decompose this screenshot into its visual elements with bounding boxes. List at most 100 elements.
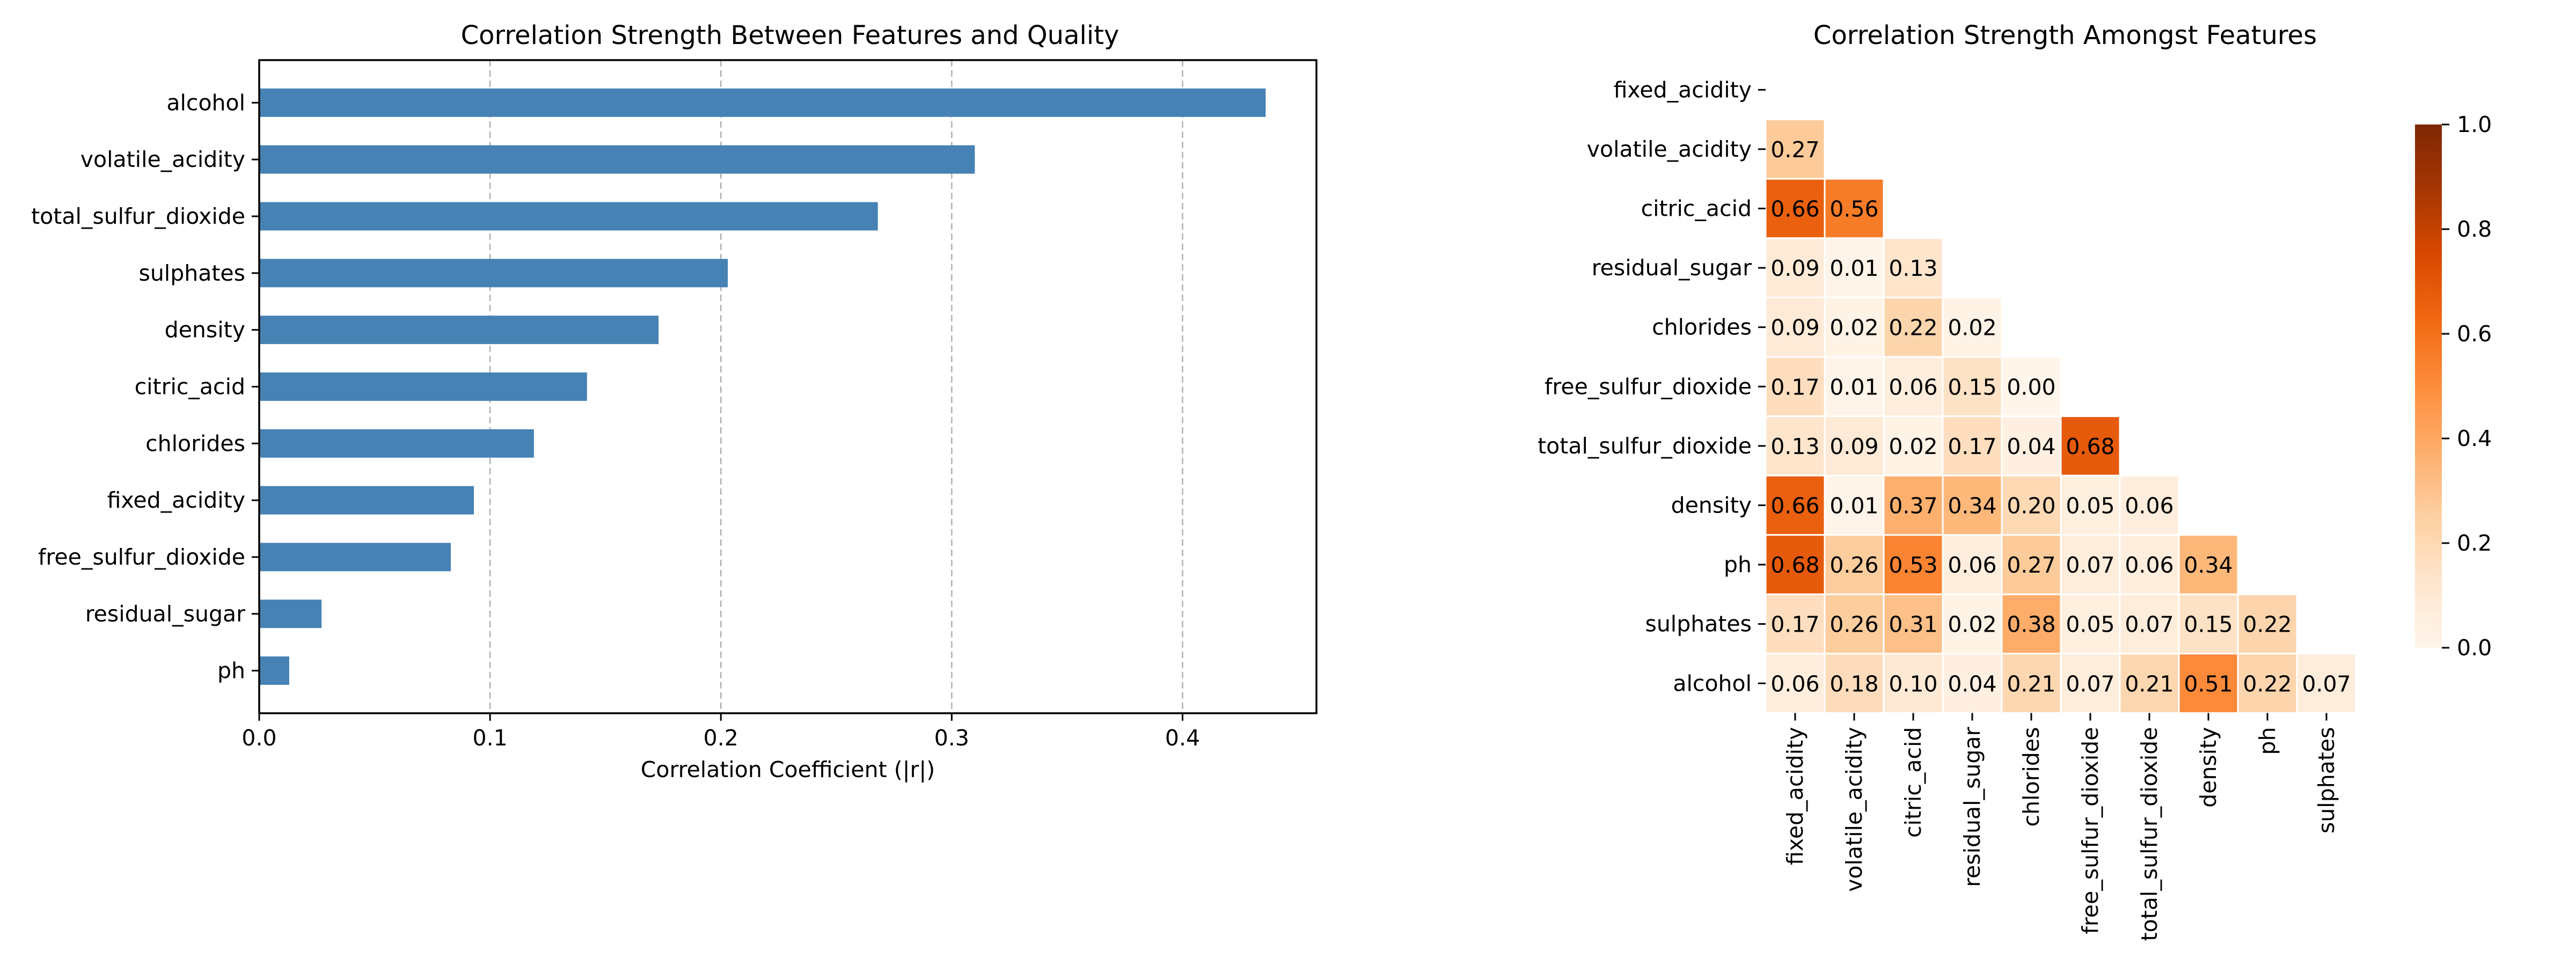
bar-ph xyxy=(259,656,289,685)
colorbar-tick-label: 0.4 xyxy=(2457,426,2492,451)
heatmap-cell-value: 0.37 xyxy=(1889,493,1937,519)
heatmap-cell-value: 0.21 xyxy=(2125,671,2174,697)
heatmap-cell-value: 0.21 xyxy=(2007,671,2055,697)
heatmap-cell-value: 0.15 xyxy=(1948,374,1996,400)
heatmap-cell xyxy=(2060,593,2121,655)
heatmap-cell xyxy=(1824,474,1885,536)
heatmap-cell-value: 0.22 xyxy=(2243,612,2292,638)
heatmap-cell-value: 0.22 xyxy=(2243,671,2292,697)
heatmap-cell xyxy=(1765,178,1826,239)
heatmap-chart: Correlation Strength Amongst Features 0.… xyxy=(1538,20,2357,941)
bar-volatile_acidity xyxy=(259,145,975,174)
y-tick-label-ph: ph xyxy=(217,658,245,684)
heatmap-cell-value: 0.02 xyxy=(1948,612,1996,638)
heatmap-cell xyxy=(1942,534,2003,595)
heatmap-cell-value: 0.17 xyxy=(1770,612,1819,638)
bar-density xyxy=(259,316,659,345)
x-tick-label: 0.3 xyxy=(934,725,969,751)
heatmap-cell xyxy=(1883,237,1944,298)
heatmap-cell-value: 0.06 xyxy=(1770,671,1819,697)
heatmap-cell-value: 0.07 xyxy=(2066,552,2114,578)
heatmap-cell-value: 0.53 xyxy=(1889,552,1937,578)
heatmap-cell xyxy=(2001,534,2062,595)
heatmap-cell-value: 0.02 xyxy=(1889,434,1937,459)
colorbar-tick-label: 0.0 xyxy=(2457,635,2492,661)
heatmap-col-label-ph: ph xyxy=(2255,727,2280,755)
y-tick-label-total_sulfur_dioxide: total_sulfur_dioxide xyxy=(31,203,245,229)
bar-chart: Correlation Strength Between Features an… xyxy=(31,20,1318,782)
heatmap-cell-value: 0.27 xyxy=(2007,552,2055,578)
heatmap-cell xyxy=(1824,296,1885,358)
colorbar-tick-label: 0.6 xyxy=(2457,321,2492,347)
heatmap-col-label-fixed_acidity: fixed_acidity xyxy=(1782,727,1808,865)
heatmap-cell xyxy=(1942,356,2003,418)
bar-residual_sugar xyxy=(259,599,322,628)
y-tick-label-alcohol: alcohol xyxy=(166,90,245,115)
heatmap-cell-value: 0.68 xyxy=(1770,552,1819,578)
heatmap-row-labels: fixed_acidity volatile_acidity citric_acid… xyxy=(1538,77,1766,696)
bar-total_sulfur_dioxide xyxy=(259,202,878,231)
heatmap-cell-value: 0.06 xyxy=(2125,552,2174,578)
heatmap-cell-value: 0.02 xyxy=(1948,315,1996,341)
heatmap-cell-value: 0.06 xyxy=(2125,493,2174,519)
heatmap-row-label-total_sulfur_dioxide: total_sulfur_dioxide xyxy=(1538,433,1752,459)
heatmap-cell-value: 0.56 xyxy=(1829,196,1878,222)
heatmap-row-label-chlorides: chlorides xyxy=(1652,314,1752,340)
heatmap-cell-value: 0.01 xyxy=(1829,493,1878,519)
heatmap-cell xyxy=(1883,474,1944,536)
heatmap-cell xyxy=(1824,178,1885,239)
y-tick-label-density: density xyxy=(165,317,245,343)
heatmap-cell-value: 0.27 xyxy=(1770,137,1819,163)
heatmap-cell xyxy=(2296,653,2357,714)
colorbar-tick-label: 0.2 xyxy=(2457,530,2492,556)
heatmap-cell xyxy=(1883,593,1944,655)
heatmap-cell-value: 0.10 xyxy=(1889,671,1937,697)
bar-chlorides xyxy=(259,429,534,458)
bar-chart-title: Correlation Strength Between Features an… xyxy=(461,20,1119,50)
heatmap-cell-value: 0.34 xyxy=(1948,493,1996,519)
x-tick-label: 0.2 xyxy=(704,725,738,751)
heatmap-cell-value: 0.15 xyxy=(2184,612,2233,638)
heatmap-cell-value: 0.17 xyxy=(1770,374,1819,400)
heatmap-cell xyxy=(2001,474,2062,536)
colorbar: 0.0 0.2 0.4 0.6 0.8 1.0 xyxy=(2415,112,2492,661)
heatmap-cell-value: 0.00 xyxy=(2007,374,2055,400)
heatmap-cell xyxy=(1765,119,1826,180)
heatmap-cell-value: 0.18 xyxy=(1829,671,1878,697)
heatmap-col-label-citric_acid: citric_acid xyxy=(1900,727,1926,838)
heatmap-row-label-fixed_acidity: fixed_acidity xyxy=(1614,77,1752,103)
bar-chart-y-ticks: alcohol volatile_acidity total_sulfur_diox… xyxy=(31,90,259,684)
heatmap-cell xyxy=(2001,653,2062,714)
colorbar-tick-label: 1.0 xyxy=(2457,112,2492,137)
heatmap-cell xyxy=(1765,237,1826,298)
heatmap-cell-value: 0.07 xyxy=(2125,612,2174,638)
heatmap-cell-value: 0.13 xyxy=(1770,434,1819,459)
heatmap-cell xyxy=(2178,653,2239,714)
heatmap-cell xyxy=(1942,653,2003,714)
heatmap-cell-value: 0.34 xyxy=(2184,552,2233,578)
heatmap-row-label-alcohol: alcohol xyxy=(1673,670,1752,696)
heatmap-row-label-volatile_acidity: volatile_acidity xyxy=(1587,136,1752,162)
heatmap-cell-value: 0.26 xyxy=(1829,612,1878,638)
heatmap-cell xyxy=(1942,474,2003,536)
heatmap-column-labels: fixed_acidity volatile_acidity citric_acid… xyxy=(1782,713,2339,941)
heatmap-cell-value: 0.31 xyxy=(1889,612,1937,638)
heatmap-cell xyxy=(1883,653,1944,714)
y-tick-label-fixed_acidity: fixed_acidity xyxy=(107,487,245,513)
heatmap-cell xyxy=(1883,356,1944,418)
heatmap-col-label-density: density xyxy=(2196,727,2221,808)
heatmap-cell-value: 0.66 xyxy=(1770,493,1819,519)
heatmap-cell xyxy=(1824,356,1885,418)
heatmap-cell xyxy=(2001,415,2062,477)
colorbar-ticks: 0.0 0.2 0.4 0.6 0.8 1.0 xyxy=(2442,112,2492,661)
heatmap-col-label-total_sulfur_dioxide: total_sulfur_dioxide xyxy=(2136,727,2162,941)
heatmap-col-label-chlorides: chlorides xyxy=(2018,727,2044,827)
heatmap-cell xyxy=(2178,534,2239,595)
heatmap-cell-value: 0.66 xyxy=(1770,196,1819,222)
heatmap-cell-value: 0.06 xyxy=(1889,374,1937,400)
heatmap-cell xyxy=(2237,653,2298,714)
heatmap-row-label-residual_sugar: residual_sugar xyxy=(1592,255,1752,281)
heatmap-cell-value: 0.01 xyxy=(1829,374,1878,400)
heatmap-cell-value: 0.17 xyxy=(1948,434,1996,459)
